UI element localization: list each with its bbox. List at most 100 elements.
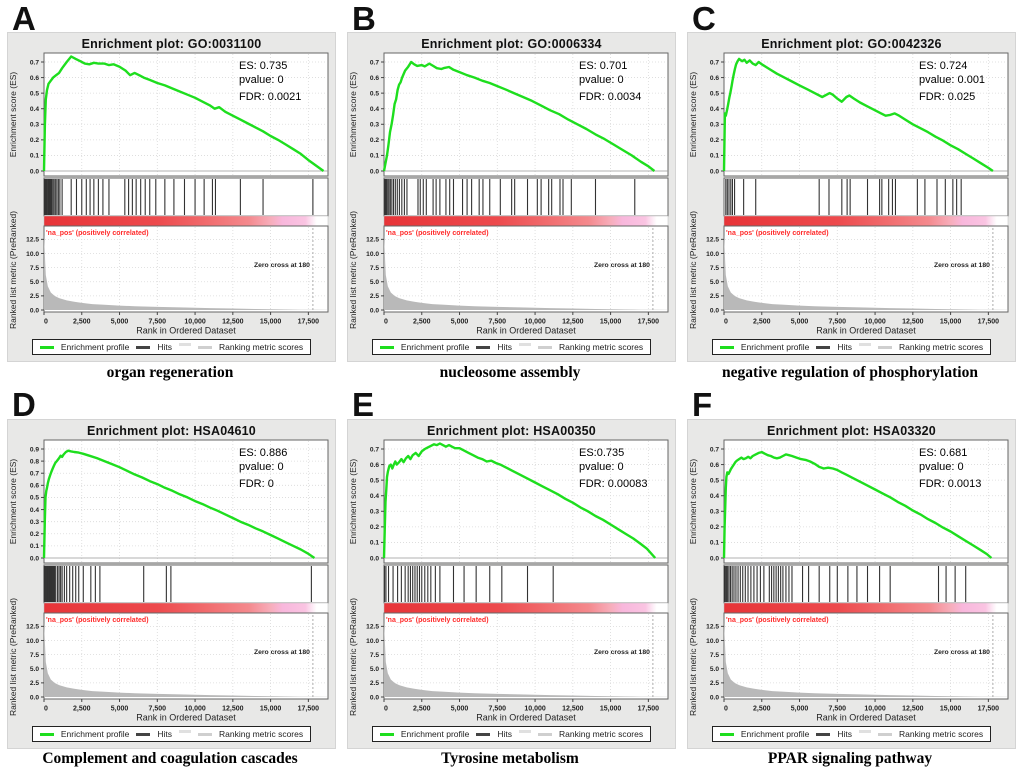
svg-text:7,500: 7,500 — [149, 706, 167, 713]
panel-title: Enrichment plot: GO:0006334 — [421, 37, 602, 51]
svg-text:7,500: 7,500 — [829, 706, 847, 713]
svg-text:0.6: 0.6 — [710, 75, 719, 82]
legend-enrichment-dash-icon — [719, 345, 734, 349]
svg-text:12,500: 12,500 — [222, 319, 244, 326]
svg-text:10,000: 10,000 — [524, 706, 546, 713]
svg-text:0: 0 — [44, 319, 48, 326]
legend-enrichment-label: Enrichment profile — [400, 342, 470, 352]
svg-text:Enrichment score (ES): Enrichment score (ES) — [688, 72, 698, 158]
gsea-panel: Enrichment plot: GO:0006334 0.0 0.1 0.2 0.3… — [348, 33, 675, 361]
enrichment-plot-svg: 0.0 0.1 0.2 0.3 0.4 0.5 0.6 0.7 ES: 0.681 pvalue:… — [688, 439, 1009, 723]
legend-ranking-label: Ranking metric scores — [219, 342, 304, 352]
svg-text:ES: 0.701: ES: 0.701 — [579, 60, 627, 72]
legend-ranking-dash-icon — [198, 732, 213, 736]
svg-text:10,000: 10,000 — [864, 706, 886, 713]
svg-text:5,000: 5,000 — [451, 319, 469, 326]
svg-text:0.2: 0.2 — [370, 524, 379, 531]
svg-text:7,500: 7,500 — [829, 319, 847, 326]
svg-text:2.5: 2.5 — [30, 293, 39, 300]
svg-text:'na_pos' (positively correlate: 'na_pos' (positively correlated) — [46, 617, 149, 624]
panel-cell-d: D Enrichment plot: HSA04610 0.0 0.1 0.2 0.3… — [0, 386, 340, 768]
svg-text:12.5: 12.5 — [706, 624, 719, 631]
legend-ranking-label: Ranking metric scores — [219, 729, 304, 739]
svg-text:0.1: 0.1 — [370, 153, 379, 160]
legend-hits-label: Hits — [497, 729, 513, 739]
svg-text:0.0: 0.0 — [30, 694, 39, 701]
panel-caption: organ regeneration — [106, 364, 234, 381]
svg-text:10,000: 10,000 — [864, 319, 886, 326]
legend-enrichment-label: Enrichment profile — [400, 729, 470, 739]
svg-text:12,500: 12,500 — [222, 706, 244, 713]
svg-text:ES:0.735: ES:0.735 — [579, 447, 624, 459]
svg-text:5,000: 5,000 — [791, 319, 809, 326]
svg-text:Ranked list metric (PreRanked): Ranked list metric (PreRanked) — [688, 598, 698, 716]
svg-text:5.0: 5.0 — [370, 666, 379, 673]
svg-text:17,500: 17,500 — [978, 319, 1000, 326]
enrichment-plot-svg: 0.0 0.1 0.2 0.3 0.4 0.5 0.6 0.7 0.8 0.9 ES: 0.886 p… — [8, 439, 329, 723]
svg-text:12,500: 12,500 — [562, 319, 584, 326]
svg-text:Enrichment score (ES): Enrichment score (ES) — [688, 459, 698, 545]
svg-text:7.5: 7.5 — [710, 652, 719, 659]
panel-cell-a: A Enrichment plot: GO:0031100 0.0 0.1 0.2 0… — [0, 0, 340, 394]
svg-text:0.4: 0.4 — [370, 106, 379, 113]
legend-ranking-dash-icon — [538, 732, 553, 736]
panel-cell-e: E Enrichment plot: HSA00350 0.0 0.1 0.2 0.3… — [340, 386, 680, 768]
plot-legend: Enrichment profile Hits Ranking metric s… — [371, 339, 652, 355]
svg-text:12.5: 12.5 — [366, 237, 379, 244]
legend-hits-dash-icon — [136, 345, 151, 349]
panel-cell-c: C Enrichment plot: GO:0042326 0.0 0.1 0.2 0… — [680, 0, 1020, 394]
svg-text:Ranked list metric (PreRanked): Ranked list metric (PreRanked) — [348, 598, 358, 716]
legend-enrichment-dash-icon — [39, 345, 54, 349]
legend-gray-dash-icon — [859, 729, 872, 733]
legend-hits-label: Hits — [497, 342, 513, 352]
panel-caption: nucleosome assembly — [439, 364, 581, 381]
svg-text:12.5: 12.5 — [26, 237, 39, 244]
legend-hits-dash-icon — [476, 732, 491, 736]
svg-text:0.0: 0.0 — [370, 694, 379, 701]
svg-text:5,000: 5,000 — [791, 706, 809, 713]
svg-text:15,000: 15,000 — [600, 319, 622, 326]
plot-legend: Enrichment profile Hits Ranking metric s… — [31, 339, 312, 355]
svg-text:0.3: 0.3 — [370, 509, 379, 516]
legend-enrichment-dash-icon — [39, 732, 54, 736]
svg-text:Ranked list metric (PreRanked): Ranked list metric (PreRanked) — [348, 211, 358, 329]
svg-text:5,000: 5,000 — [111, 706, 129, 713]
panel-caption: negative regulation of phosphorylation — [722, 364, 978, 381]
svg-text:7,500: 7,500 — [489, 319, 507, 326]
svg-text:10,000: 10,000 — [184, 319, 206, 326]
svg-text:'na_pos' (positively correlate: 'na_pos' (positively correlated) — [46, 230, 149, 237]
svg-text:0.5: 0.5 — [370, 477, 379, 484]
svg-text:0.0: 0.0 — [30, 168, 39, 175]
legend-ranking-label: Ranking metric scores — [899, 342, 984, 352]
svg-text:5.0: 5.0 — [710, 279, 719, 286]
svg-text:0.7: 0.7 — [370, 59, 379, 66]
svg-text:7.5: 7.5 — [30, 265, 39, 272]
gsea-panel: Enrichment plot: GO:0042326 0.0 0.1 0.2 0.3… — [688, 33, 1015, 361]
svg-text:Rank in Ordered Dataset: Rank in Ordered Dataset — [136, 713, 236, 723]
panel-letter: F — [692, 386, 714, 423]
svg-text:17,500: 17,500 — [298, 706, 320, 713]
svg-text:0: 0 — [724, 319, 728, 326]
svg-text:Enrichment score (ES): Enrichment score (ES) — [8, 72, 18, 158]
panel-cell-f: F Enrichment plot: HSA03320 0.0 0.1 0.2 0.3… — [680, 386, 1020, 768]
svg-text:ES: 0.886: ES: 0.886 — [239, 447, 287, 459]
gsea-panel: Enrichment plot: GO:0031100 0.0 0.1 0.2 0.3… — [8, 33, 335, 361]
svg-text:Zero cross at 180: Zero cross at 180 — [934, 262, 990, 269]
svg-text:7.5: 7.5 — [710, 265, 719, 272]
legend-hits-label: Hits — [157, 729, 173, 739]
svg-text:12.5: 12.5 — [26, 624, 39, 631]
svg-text:FDR: 0.025: FDR: 0.025 — [919, 91, 975, 103]
svg-text:0.6: 0.6 — [30, 483, 39, 490]
svg-text:10.0: 10.0 — [366, 251, 379, 258]
svg-text:Rank in Ordered Dataset: Rank in Ordered Dataset — [476, 326, 576, 336]
panel-letter: E — [352, 386, 376, 423]
svg-text:0.3: 0.3 — [710, 122, 719, 129]
svg-text:0.7: 0.7 — [710, 446, 719, 453]
svg-text:pvalue: 0.001: pvalue: 0.001 — [919, 74, 985, 86]
svg-text:2.5: 2.5 — [710, 680, 719, 687]
svg-text:5,000: 5,000 — [111, 319, 129, 326]
svg-text:0.3: 0.3 — [30, 519, 39, 526]
legend-hits-label: Hits — [157, 342, 173, 352]
svg-text:pvalue: 0: pvalue: 0 — [239, 461, 284, 473]
